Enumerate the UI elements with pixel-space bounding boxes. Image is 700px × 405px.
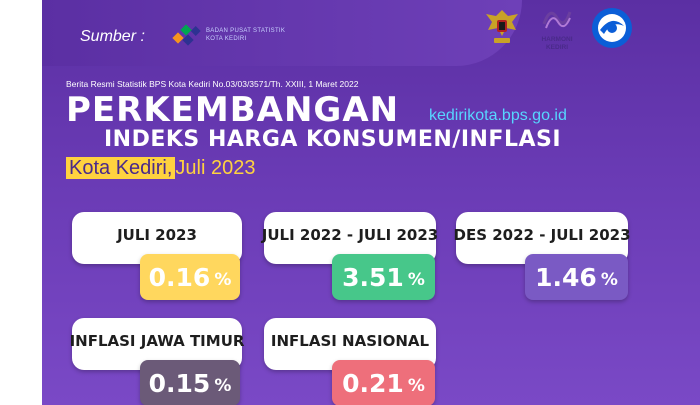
harmoni-kediri-logo: HARMONI KEDIRI: [534, 4, 580, 54]
location-period: Kota Kediri, Juli 2023: [66, 157, 255, 180]
source-label: Sumber :: [80, 28, 145, 45]
value-box-yoy: 3.51 %: [332, 254, 435, 300]
period-label: Juli 2023: [175, 157, 256, 179]
value-box-east-java: 0.15 %: [140, 360, 240, 405]
value-box-monthly: 0.16 %: [140, 254, 240, 300]
header-purple-wave: [42, 0, 522, 66]
value-number: 0.21: [342, 368, 404, 398]
page-title: PERKEMBANGAN: [66, 90, 400, 130]
value-unit: %: [407, 270, 425, 290]
harmoni-wave-icon: [542, 11, 572, 29]
value-box-national: 0.21 %: [332, 360, 435, 405]
value-number: 0.15: [148, 368, 211, 398]
card-label: JULI 2023: [117, 226, 197, 244]
garuda-emblem-icon: [486, 10, 518, 43]
bps-logo-icon: [172, 24, 201, 46]
value-box-ytd: 1.46 %: [525, 254, 628, 300]
value-unit: %: [214, 376, 232, 396]
card-label: DES 2022 - JULI 2023: [453, 226, 631, 244]
card-label: INFLASI JAWA TIMUR: [69, 332, 245, 350]
city-label: Kota Kediri,: [66, 157, 176, 179]
value-number: 1.46: [535, 262, 597, 292]
value-number: 0.16: [148, 262, 211, 292]
value-unit: %: [407, 376, 425, 396]
card-label: JULI 2022 - JULI 2023: [261, 226, 439, 244]
value-unit: %: [600, 270, 618, 290]
value-number: 3.51: [342, 262, 404, 292]
page-subtitle: INDEKS HARGA KONSUMEN/INFLASI: [104, 127, 562, 152]
card-label: INFLASI NASIONAL: [270, 332, 430, 350]
infographic-poster: Sumber : BADAN PUSAT STATISTIK KOTA KEDI…: [42, 0, 700, 405]
kominfo-logo-icon: [592, 8, 632, 48]
value-unit: %: [214, 270, 232, 290]
release-reference: Berita Resmi Statistik BPS Kota Kediri N…: [66, 79, 359, 89]
agency-name: BADAN PUSAT STATISTIK KOTA KEDIRI: [206, 28, 286, 42]
website-url: kedirikota.bps.go.id: [429, 107, 567, 124]
